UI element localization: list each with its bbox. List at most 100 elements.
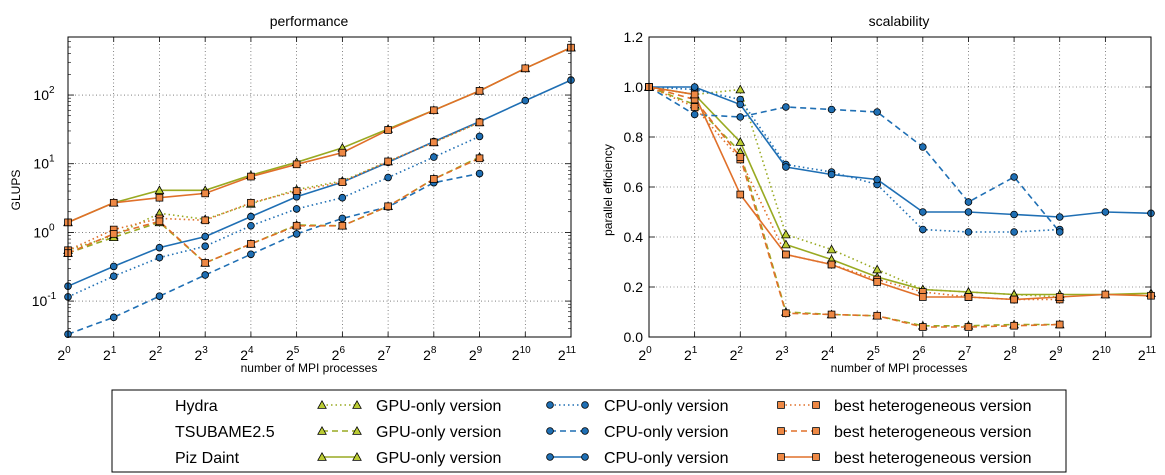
x-tick-label-base: 2 [638, 347, 646, 363]
legend-marker [546, 401, 554, 409]
data-point-hydra-cpu-only [919, 225, 927, 234]
data-point-hydra-cpu-only [964, 228, 973, 236]
x-tick-label-base: 2 [1003, 347, 1011, 363]
data-point-piz-daint-cpu-only [827, 170, 836, 179]
x-tick-label-base: 2 [423, 347, 431, 363]
x-tick-label: 29 [1049, 345, 1063, 363]
data-point-tsubame2-5-best-heterogeneous [827, 310, 836, 319]
data-point-tsubame2-5-cpu-only [247, 250, 255, 259]
x-tick-label-base: 2 [1049, 347, 1057, 363]
legend-marker [352, 399, 362, 409]
legend-marker [777, 453, 785, 461]
series-group [644, 81, 1156, 331]
y-tick-label: 0.0 [624, 329, 644, 345]
x-tick-label-exp: 0 [65, 345, 71, 356]
data-point-hydra-cpu-only [201, 242, 209, 250]
x-tick-label-base: 2 [912, 347, 920, 363]
chart-title: scalability [869, 13, 930, 29]
data-point-piz-daint-cpu-only [1010, 210, 1018, 219]
legend-marker [777, 427, 785, 435]
data-point-piz-daint-best-heterogeneous [430, 106, 438, 115]
x-tick-label-exp: 0 [646, 345, 652, 356]
data-point-piz-daint-best-heterogeneous [475, 87, 484, 95]
data-point-tsubame2-5-best-heterogeneous [1055, 320, 1064, 329]
x-tick-label: 21 [103, 345, 117, 363]
data-point-piz-daint-best-heterogeneous [873, 278, 881, 286]
x-tick-label-exp: 2 [157, 345, 163, 356]
data-point-hydra-best-heterogeneous [384, 157, 392, 166]
series-group [63, 42, 576, 338]
data-point-piz-daint-best-heterogeneous [292, 160, 301, 169]
series-line-piz-daint-cpu-only [649, 86, 1152, 218]
y-axis-label: parallel efficiency [601, 144, 615, 236]
x-tick-label: 20 [638, 345, 652, 363]
data-point-tsubame2-5-cpu-only [292, 230, 301, 238]
data-point-tsubame2-5-best-heterogeneous [475, 154, 484, 163]
data-point-hydra-cpu-only [384, 173, 392, 182]
data-point-piz-daint-best-heterogeneous [201, 189, 209, 198]
data-point-tsubame2-5-cpu-only [919, 143, 927, 151]
x-tick-label: 22 [149, 345, 163, 363]
series-line-piz-daint-best-heterogeneous [648, 86, 1152, 301]
x-tick-label: 26 [912, 345, 926, 363]
data-point-hydra-gpu-only [826, 244, 837, 254]
data-point-hydra-cpu-only [1010, 228, 1018, 236]
data-point-piz-daint-cpu-only [247, 212, 255, 221]
x-tick-label-base: 2 [775, 347, 783, 363]
x-tick-label-exp: 11 [1146, 345, 1157, 356]
data-point-hydra-cpu-only [430, 153, 438, 161]
y-tick-label: 0.4 [624, 229, 644, 245]
data-point-piz-daint-gpu-only [781, 239, 791, 249]
x-tick-label: 23 [775, 345, 789, 363]
legend-het-label-tsubame: best heterogeneous version [834, 424, 1031, 441]
series-line-piz-daint-gpu-only [67, 46, 572, 224]
data-point-piz-daint-cpu-only [155, 243, 164, 252]
legend: Hydra TSUBAME2.5 Piz Daint GPU-only vers… [111, 389, 1067, 473]
x-tick-label-base: 2 [57, 347, 65, 363]
data-point-tsubame2-5-best-heterogeneous [736, 153, 745, 161]
legend-marker [546, 453, 554, 461]
data-point-tsubame2-5-cpu-only [736, 113, 745, 121]
legend-gpu-label-hydra: GPU-only version [376, 398, 501, 415]
data-point-hydra-best-heterogeneous [247, 198, 255, 207]
series-line-piz-daint-cpu-only [67, 79, 572, 287]
data-point-hydra-best-heterogeneous [690, 103, 699, 111]
x-tick-label-base: 2 [332, 347, 340, 363]
series-line-piz-daint-best-heterogeneous [67, 46, 572, 224]
data-point-hydra-gpu-only [781, 229, 791, 239]
y-tick-label: 101 [33, 154, 55, 172]
x-tick-label-base: 2 [558, 347, 566, 363]
y-tick-label: 102 [33, 85, 55, 103]
legend-marker [812, 401, 820, 409]
chart-title: performance [270, 13, 349, 29]
data-point-piz-daint-best-heterogeneous [1055, 293, 1064, 301]
legend-marker [777, 401, 785, 409]
legend-system-piz-daint: Piz Daint [175, 450, 240, 467]
series-line-tsubame2-5-best-heterogeneous [67, 157, 480, 264]
data-point-tsubame2-5-cpu-only [155, 292, 164, 300]
data-point-tsubame2-5-best-heterogeneous [155, 217, 164, 226]
series-line-tsubame2-5-cpu-only [67, 172, 480, 335]
x-tick-label-exp: 4 [829, 345, 835, 356]
data-point-tsubame2-5-best-heterogeneous [964, 323, 973, 331]
scalability-chart: scalability number of MPI processes para… [601, 13, 1157, 375]
x-tick-label: 29 [469, 345, 483, 363]
x-axis-label: number of MPI processes [241, 361, 378, 375]
x-tick-label: 24 [821, 345, 835, 363]
grid [648, 36, 1152, 338]
data-point-piz-daint-cpu-only [201, 232, 209, 241]
data-point-hydra-best-heterogeneous [292, 187, 301, 195]
data-point-tsubame2-5-best-heterogeneous [430, 175, 438, 183]
data-point-tsubame2-5-cpu-only [690, 110, 699, 119]
x-tick-label: 21 [684, 345, 698, 363]
data-point-tsubame2-5-cpu-only [1010, 173, 1018, 181]
x-tick-label-exp: 11 [566, 345, 577, 356]
data-point-piz-daint-gpu-only [154, 185, 165, 195]
x-tick-label: 28 [423, 345, 437, 363]
data-point-tsubame2-5-best-heterogeneous [1010, 321, 1018, 330]
data-point-tsubame2-5-cpu-only [201, 271, 209, 279]
x-tick-label-exp: 6 [339, 345, 345, 356]
legend-marker [317, 399, 327, 409]
legend-marker [812, 427, 820, 435]
